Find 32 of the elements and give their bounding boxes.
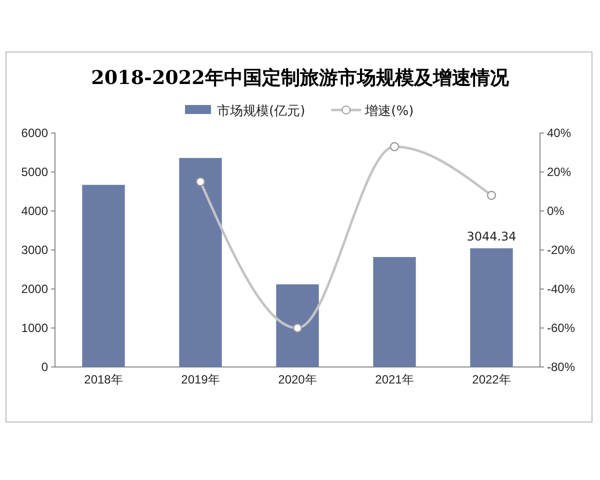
- x-tick-label: 2022年: [472, 372, 511, 387]
- legend-label: 增速(%): [364, 104, 414, 119]
- point: [292, 323, 302, 333]
- x-tick-label: 2021年: [375, 372, 414, 387]
- bar: [373, 257, 416, 367]
- x-tick-label: 2019年: [181, 372, 220, 387]
- legend-label: 市场规模(亿元): [217, 104, 306, 119]
- y2-tick-label: 0%: [547, 204, 565, 218]
- y2-tick-label: 20%: [547, 164, 572, 179]
- x-tick-label: 2020年: [278, 372, 317, 387]
- x-tick-label: 2018年: [84, 372, 123, 387]
- bar: [179, 158, 222, 367]
- y2-tick-label: -60%: [547, 320, 576, 335]
- y-tick-label: 5000: [21, 164, 48, 179]
- y-tick-label: 1000: [21, 320, 48, 335]
- y2-tick-label: -80%: [547, 360, 576, 374]
- point: [486, 190, 496, 200]
- y-tick-label: 3000: [21, 242, 48, 257]
- y2-tick-label: -40%: [547, 282, 576, 296]
- y-tick-label: 0: [41, 360, 48, 374]
- point: [196, 177, 206, 186]
- y2-tick-label: -20%: [547, 242, 576, 257]
- data-label: 3044.34: [466, 229, 516, 244]
- y-tick-label: 6000: [21, 126, 48, 140]
- y2-tick-label: 40%: [547, 126, 572, 140]
- bar: [82, 184, 125, 367]
- chart-title: 2018-2022年中国定制旅游市场规模及增速情况: [91, 67, 510, 89]
- bar: [276, 284, 319, 367]
- bar: [470, 248, 513, 367]
- y-tick-label: 2000: [21, 282, 48, 296]
- y-tick-label: 4000: [21, 204, 48, 218]
- point: [390, 142, 400, 152]
